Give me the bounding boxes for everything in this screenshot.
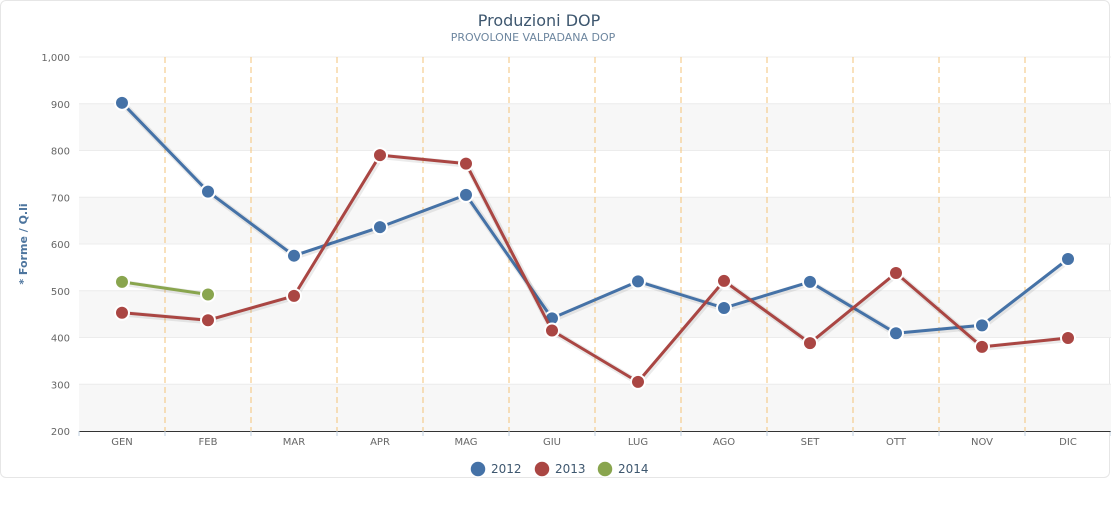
- x-tick-label: APR: [370, 437, 390, 448]
- chart-container: 200 300 400 500 600 700 800 900 1,000 GEN FEB MAR A…: [0, 0, 1112, 478]
- x-tick-label: NOV: [971, 437, 993, 448]
- data-point[interactable]: [544, 322, 560, 339]
- data-point[interactable]: [114, 94, 130, 111]
- x-tick-label: SET: [801, 437, 821, 448]
- series-line: [120, 280, 210, 296]
- series-line: [120, 153, 1070, 384]
- legend-label: 2014: [618, 462, 649, 476]
- x-tick-label: AGO: [713, 437, 735, 448]
- x-tick-label: LUG: [628, 437, 648, 448]
- axes: [78, 431, 1112, 436]
- x-tick-label: DIC: [1059, 437, 1077, 448]
- data-point[interactable]: [458, 155, 474, 172]
- data-point[interactable]: [630, 373, 646, 390]
- legend-label: 2012: [491, 462, 522, 476]
- legend: 2012 2013 2014: [469, 460, 649, 478]
- data-point[interactable]: [1060, 329, 1076, 346]
- y-tick-labels: 200 300 400 500 600 700 800 900 1,000: [41, 53, 70, 438]
- data-point[interactable]: [114, 273, 130, 290]
- data-point[interactable]: [286, 247, 302, 264]
- data-point[interactable]: [286, 287, 302, 304]
- x-tick-labels: GEN FEB MAR APR MAG GIU LUG AGO SET OTT NOV DIC: [111, 437, 1077, 448]
- chart-title: Produzioni DOP: [478, 11, 601, 30]
- series-layer: [114, 94, 1076, 390]
- y-tick-label: 800: [51, 147, 70, 158]
- line-chart: 200 300 400 500 600 700 800 900 1,000 GEN FEB MAR A…: [17, 11, 1112, 478]
- y-tick-label: 1,000: [41, 53, 70, 64]
- legend-item-2014[interactable]: 2014: [596, 460, 649, 478]
- legend-marker: [596, 460, 614, 478]
- y-tick-label: 700: [51, 193, 70, 204]
- x-tick-label: FEB: [199, 437, 218, 448]
- data-point[interactable]: [974, 338, 990, 355]
- data-point[interactable]: [200, 312, 216, 329]
- data-point[interactable]: [716, 300, 732, 317]
- series-line: [120, 101, 1070, 335]
- data-point[interactable]: [630, 273, 646, 290]
- x-tick-label: MAG: [454, 437, 477, 448]
- x-tick-label: GEN: [111, 437, 133, 448]
- data-point[interactable]: [888, 264, 904, 281]
- y-tick-label: 500: [51, 287, 70, 298]
- x-tick-label: GIU: [543, 437, 561, 448]
- legend-label: 2013: [555, 462, 586, 476]
- series-2014: [114, 273, 216, 303]
- data-point[interactable]: [200, 183, 216, 200]
- data-point[interactable]: [974, 317, 990, 334]
- y-axis-label: * Forme / Q.li: [17, 203, 30, 284]
- legend-item-2012[interactable]: 2012: [469, 460, 522, 478]
- legend-marker: [533, 460, 551, 478]
- x-tick-label: MAR: [283, 437, 305, 448]
- data-point[interactable]: [802, 335, 818, 352]
- series-line-shadow: [122, 153, 1070, 386]
- y-tick-label: 400: [51, 334, 70, 345]
- legend-item-2013[interactable]: 2013: [533, 460, 586, 478]
- data-point[interactable]: [372, 147, 388, 164]
- y-tick-label: 300: [51, 380, 70, 391]
- y-tick-label: 900: [51, 100, 70, 111]
- month-separators: [164, 57, 1026, 431]
- data-point[interactable]: [716, 272, 732, 289]
- data-point[interactable]: [458, 186, 474, 203]
- y-tick-label: 600: [51, 240, 70, 251]
- data-point[interactable]: [372, 219, 388, 236]
- data-point[interactable]: [802, 273, 818, 290]
- legend-marker: [469, 460, 487, 478]
- y-tick-label: 200: [51, 427, 70, 438]
- data-point[interactable]: [1060, 250, 1076, 267]
- data-point[interactable]: [888, 325, 904, 342]
- data-point[interactable]: [200, 286, 216, 303]
- data-point[interactable]: [114, 304, 130, 321]
- series-2013: [114, 147, 1076, 390]
- x-tick-label: OTT: [886, 437, 907, 448]
- chart-subtitle: PROVOLONE VALPADANA DOP: [451, 31, 616, 44]
